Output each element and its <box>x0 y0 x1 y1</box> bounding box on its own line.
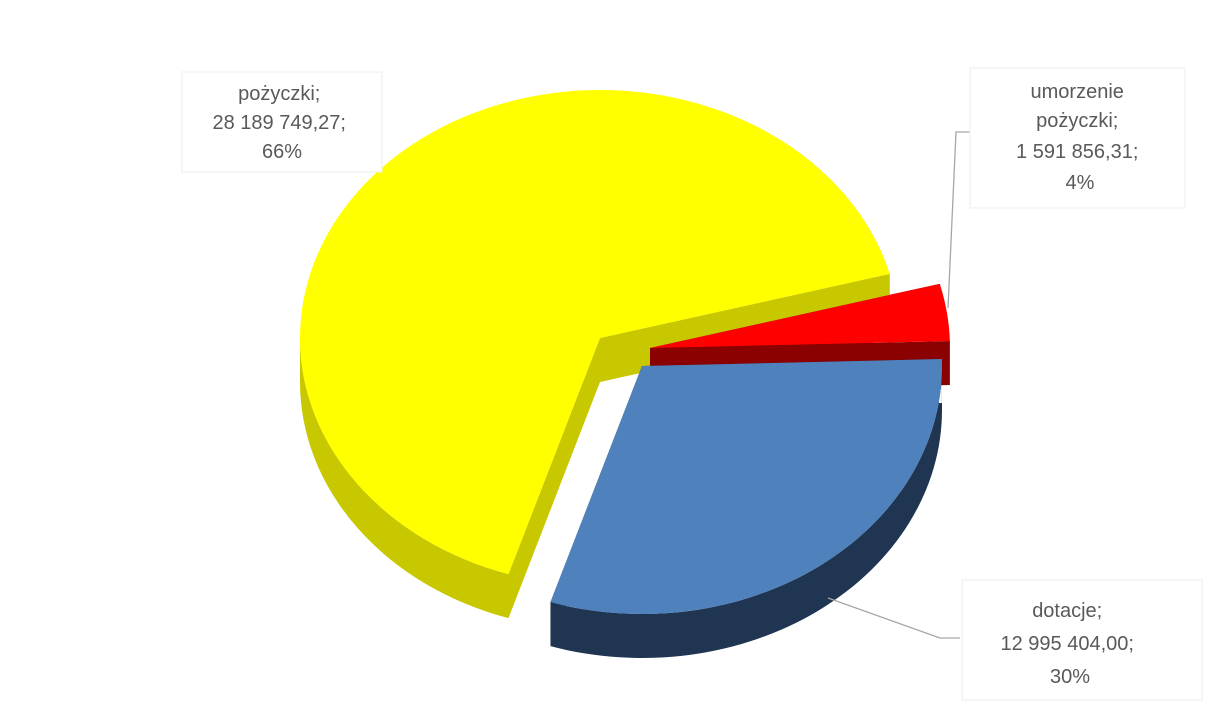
slice-umorzenie <box>650 283 950 348</box>
label-dotacje-value: 12 995 404,00; <box>1000 633 1133 655</box>
label-dotacje-name: dotacje; <box>1032 600 1102 622</box>
svg-text:umorzenie pożyczki;: umorzenie pożyczki; 1 591 856,31; 4% <box>1016 81 1144 194</box>
pie-slices <box>300 89 950 614</box>
slice-dotacje <box>550 359 943 614</box>
label-umorzenie-name-line1: umorzenie <box>1031 81 1124 103</box>
data-label-umorzenie: umorzenie pożyczki; 1 591 856,31; 4% <box>969 67 1186 209</box>
slice-dotacje-side <box>550 359 942 658</box>
leader-line-dotacje <box>827 597 960 639</box>
data-label-pozyczki: pożyczki; 28 189 749,27; 66% <box>181 71 383 173</box>
slice-pozyczki <box>300 89 890 575</box>
label-umorzenie-value: 1 591 856,31; <box>1016 141 1138 163</box>
label-dotacje-percent: 30% <box>1050 666 1090 688</box>
data-label-dotacje: dotacje; 12 995 404,00; 30% <box>961 579 1203 701</box>
leader-line-umorzenie <box>947 131 970 309</box>
label-pozyczki-percent: 66% <box>262 141 302 163</box>
label-pozyczki-name: pożyczki; <box>238 83 320 105</box>
label-umorzenie-percent: 4% <box>1066 172 1095 194</box>
svg-text:pożyczki; 28 189 749,27;: pożyczki; 28 189 749,27; 66% <box>212 83 351 163</box>
label-pozyczki-value: 28 189 749,27; <box>212 112 345 134</box>
svg-text:dotacje; 12 995 404,00;: dotacje; 12 995 404,00; 30% <box>1000 600 1139 688</box>
label-umorzenie-name-line2: pożyczki; <box>1036 110 1118 132</box>
